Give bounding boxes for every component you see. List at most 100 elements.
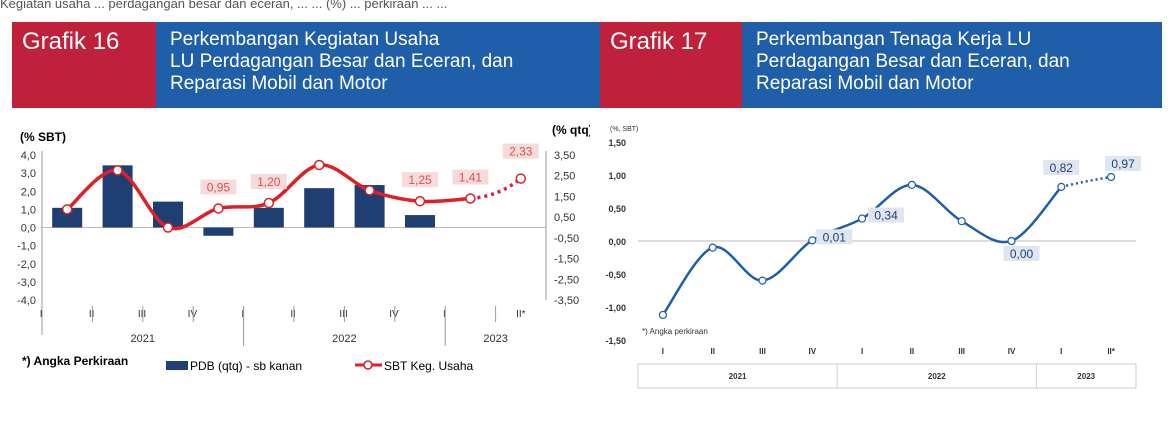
chart16-number: Grafik 16 [12,22,156,108]
legend-bar-label: PDB (qtq) - sb kanan [190,359,302,373]
left-tick-label: 1,0 [21,204,36,216]
left-tick-label: -2,0 [17,259,36,271]
left-tick-label: -3,0 [17,277,36,289]
employment-point [808,236,817,245]
data-label-bg [402,172,438,188]
chart17-title: Perkembangan Tenaga Kerja LU Perdagangan… [742,22,1162,108]
data-label: 1,41 [459,171,483,185]
tick-label: 0,50 [608,204,626,214]
data-label: 0,82 [1050,161,1074,175]
tick-label: 1,00 [608,171,626,181]
left-tick-label: 2,0 [21,186,36,198]
right-tick-label: -1,50 [554,254,579,266]
chart16-svg: (% SBT) (% qtq) 4,0 3,0 2,0 1,0 0,0 -1,0 -2,0 -3,… [17,123,590,373]
legend-line-marker [363,360,373,370]
data-label: 1,20 [257,175,281,189]
quarter-label: II* [516,309,526,320]
right-tick-label: -2,50 [554,274,579,286]
bar-pdb [405,215,435,228]
data-label-bg [868,207,905,223]
right-tick-label: 1,50 [554,191,575,203]
sbt-point [162,222,174,233]
data-label-bg [452,169,489,185]
data-label-bg [1105,155,1142,171]
tick-label: 1,50 [608,138,626,148]
quarter-label: III [339,309,347,320]
sbt-point [465,193,476,204]
left-tick-label: -1,0 [17,241,36,253]
quarter-label: I [861,347,863,356]
year-label: 2022 [928,372,946,381]
left-tick-label: -4,0 [17,295,36,307]
chart17-number: Grafik 17 [600,22,742,108]
employment-line [661,183,1063,316]
top-text-line: Kegiatan usaha ... perdagangan besar dan… [0,0,448,11]
bar-pdb [203,227,234,236]
chart16-header: Grafik 16 Perkembangan Kegiatan Usaha LU… [12,22,600,108]
right-tick-label: 0,50 [554,212,575,224]
quarter-label: I [662,347,664,356]
employment-line-forecast [1061,175,1112,189]
data-label-bg [1003,246,1040,261]
left-tick-label: 0,0 [21,223,36,235]
right-tick-label: -3,50 [554,295,579,307]
quarter-label: III [138,309,146,320]
tick-label: -0,50 [605,270,626,280]
data-label-bg [1043,159,1080,175]
year-label: 2021 [729,372,747,381]
footnote: *) Angka Perkiraan [22,354,128,368]
bar-pdb [304,188,335,228]
sbt-point [112,165,123,176]
chart16-title: Perkembangan Kegiatan Usaha LU Perdagang… [156,22,600,108]
unit-label: (%, SBT) [610,126,638,133]
sbt-point [263,197,275,209]
sbt-point [414,195,426,207]
employment-point [1107,172,1116,182]
employment-point [708,243,717,252]
quarter-label: IV [809,347,817,356]
bar-pdb [52,207,83,228]
left-axis-unit: (% SBT) [20,130,66,144]
quarter-label: III [759,347,766,356]
employment-point [957,217,966,226]
quarter-label: I [443,309,446,320]
employment-point [658,310,668,320]
quarter-label: IV [188,309,198,320]
data-label: 0,95 [207,180,231,194]
right-tick-label: -0,50 [554,233,579,245]
chart17-title-line: Reparasi Mobil dan Motor [756,73,974,94]
data-label-bg [250,174,287,190]
data-label: 0,01 [823,230,847,244]
sbt-point [364,185,375,196]
sbt-point [61,204,73,215]
employment-point [758,276,767,285]
quarter-label: IV [1008,347,1016,356]
year-label: 2023 [1077,372,1095,381]
quarter-label: I [241,309,244,320]
quarter-label: III [958,347,965,356]
right-tick-label: 2,50 [554,171,575,183]
tick-label: 0,00 [608,237,626,247]
data-label-bg [502,143,539,159]
quarter-label: II [89,309,95,320]
chart17-svg: (%, SBT) 1,50 1,00 0,50 0,00 -0,50 -1,00 -1,50 0… [605,126,1142,389]
chart16-title-line: LU Perdagangan Besar dan Eceran, dan [170,51,514,72]
data-label-bg [200,179,237,195]
quarter-label: II [710,347,714,356]
quarter-label: II [910,347,914,356]
quarter-label: I [1060,347,1062,356]
employment-point [858,214,867,223]
right-tick-label: 3,50 [554,150,575,162]
right-axis-unit: (% qtq) [552,123,590,137]
data-label: 0,97 [1111,157,1135,171]
employment-point [907,180,916,190]
sbt-point [313,159,325,171]
chart17-title-line: Perdagangan Besar dan Eceran, dan [756,51,1070,72]
quarter-label: II* [1107,347,1115,356]
data-label: 0,34 [874,209,898,223]
tick-label: -1,50 [605,336,626,346]
tick-label: -1,00 [605,303,626,313]
legend-bar-swatch [166,361,188,370]
sbt-point [213,203,224,214]
quarter-label: I [40,309,43,320]
